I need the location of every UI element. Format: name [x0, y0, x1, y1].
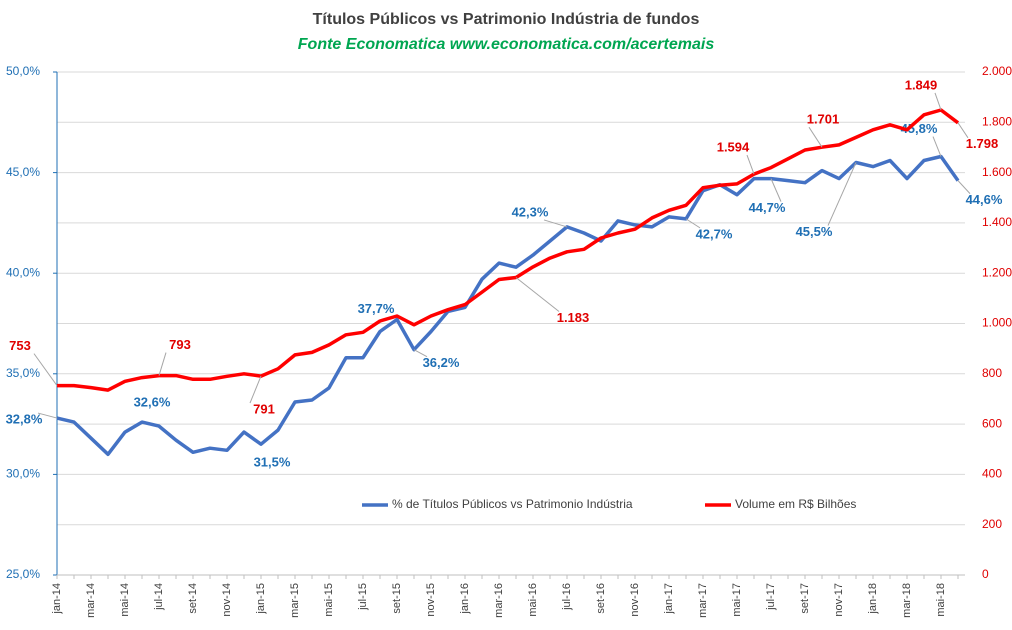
data-label: 1.594 [717, 140, 750, 155]
data-label: 44,6% [966, 192, 1003, 207]
x-tick-label: mar-18 [901, 583, 913, 618]
leader-line [515, 277, 560, 312]
data-label: 31,5% [254, 455, 291, 470]
x-tick-label: jan-18 [867, 583, 879, 615]
data-label: 791 [253, 402, 275, 417]
chart-subtitle: Fonte Economatica www.economatica.com/ac… [298, 36, 715, 53]
leader-line [543, 219, 568, 228]
x-tick-label: mai-15 [323, 583, 335, 617]
x-tick-label: nov-17 [833, 583, 845, 617]
data-label: 793 [169, 337, 191, 352]
y2-tick-label: 1.200 [982, 265, 1012, 279]
legend-label: Volume em R$ Bilhões [735, 497, 856, 511]
x-tick-label: jan-15 [255, 583, 267, 615]
x-tick-label: jan-14 [51, 583, 63, 615]
x-tick-label: mai-14 [119, 583, 131, 617]
x-tick-label: jul-14 [153, 583, 165, 611]
x-tick-label: set-16 [595, 583, 607, 614]
x-tick-label: mai-16 [527, 583, 539, 617]
leader-line [827, 162, 857, 226]
x-tick-label: set-15 [391, 583, 403, 614]
y-tick-label: 45,0% [6, 165, 40, 179]
x-tick-label: mar-17 [697, 583, 709, 618]
x-tick-label: mar-14 [85, 583, 97, 618]
data-label: 1.798 [966, 136, 999, 151]
y2-tick-label: 200 [982, 517, 1002, 531]
y2-tick-label: 600 [982, 416, 1002, 430]
y2-tick-label: 1.600 [982, 165, 1012, 179]
x-tick-label: nov-14 [221, 583, 233, 617]
x-tick-label: nov-16 [629, 583, 641, 617]
data-label: 44,7% [749, 200, 786, 215]
y-tick-label: 35,0% [6, 366, 40, 380]
leader-line [249, 375, 262, 404]
data-label: 36,2% [423, 355, 460, 370]
data-label: 32,6% [134, 395, 171, 410]
leader-line [413, 349, 428, 358]
legend-label: % de Títulos Públicos vs Patrimonio Indú… [392, 497, 633, 511]
data-label: 753 [9, 338, 31, 353]
y-tick-label: 25,0% [6, 567, 40, 581]
y2-tick-label: 0 [982, 567, 989, 581]
y2-tick-label: 1.800 [982, 114, 1012, 128]
series-line [57, 108, 960, 392]
series-line [56, 154, 960, 457]
x-tick-label: jul-17 [765, 583, 777, 611]
x-tick-label: mar-16 [493, 583, 505, 618]
data-label: 42,7% [696, 226, 733, 241]
leader-line [746, 154, 755, 175]
data-label: 32,8% [6, 412, 43, 427]
x-tick-label: mai-17 [731, 583, 743, 617]
leader-line [932, 136, 942, 157]
data-label: 1.849 [905, 77, 938, 92]
x-tick-label: jul-15 [357, 583, 369, 611]
data-label: 45,8% [901, 121, 938, 136]
data-label: 45,5% [796, 224, 833, 239]
leader-line [957, 122, 969, 139]
x-tick-label: jan-17 [663, 583, 675, 615]
y2-tick-label: 800 [982, 366, 1002, 380]
y-tick-label: 30,0% [6, 467, 40, 481]
y-tick-label: 40,0% [6, 265, 40, 279]
x-tick-label: jul-16 [561, 583, 573, 611]
data-label: 37,7% [358, 301, 395, 316]
x-tick-label: mar-15 [289, 583, 301, 618]
y2-tick-label: 2.000 [982, 64, 1012, 78]
y2-tick-label: 1.000 [982, 316, 1012, 330]
y2-tick-label: 400 [982, 467, 1002, 481]
leader-line [934, 92, 942, 111]
x-tick-label: set-17 [799, 583, 811, 614]
y2-tick-label: 1.400 [982, 215, 1012, 229]
x-tick-label: set-14 [187, 583, 199, 614]
leader-line [770, 178, 782, 202]
leader-line [957, 180, 971, 194]
leader-line [33, 353, 58, 386]
x-tick-label: mai-18 [935, 583, 947, 617]
leader-line [808, 126, 823, 148]
x-tick-label: nov-15 [425, 583, 437, 617]
y-tick-label: 50,0% [6, 64, 40, 78]
data-label: 1.701 [807, 112, 840, 127]
leader-line [158, 352, 167, 376]
leader-line [685, 218, 701, 229]
leader-line [37, 412, 58, 419]
data-label: 42,3% [512, 204, 549, 219]
data-label: 1.183 [557, 310, 590, 325]
chart-title: Títulos Públicos vs Patrimonio Indústria… [313, 11, 700, 28]
x-tick-label: jan-16 [459, 583, 471, 615]
